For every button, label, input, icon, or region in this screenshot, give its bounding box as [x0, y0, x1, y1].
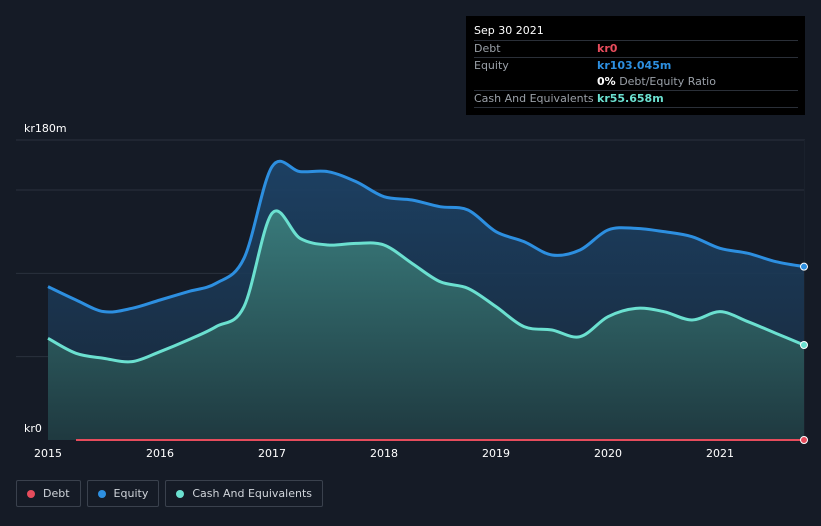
debt-dot-icon	[27, 489, 35, 498]
future-region	[804, 140, 805, 440]
legend-label-debt: Debt	[43, 487, 70, 500]
y-axis-bottom-label: kr0	[24, 422, 42, 435]
tooltip-debt-row: Debt kr0	[474, 40, 798, 57]
data-tooltip: Sep 30 2021 Debt kr0 Equity kr103.045m 0…	[466, 16, 805, 115]
equity-end-point	[800, 262, 808, 271]
x-tick-2020: 2020	[594, 447, 622, 460]
legend-item-equity[interactable]: Equity	[86, 480, 160, 507]
equity-dot-icon	[97, 489, 106, 498]
tooltip-cash-value: kr55.658m	[597, 92, 664, 105]
series-layer	[47, 159, 808, 444]
cash-and-equivalents-line	[47, 209, 805, 364]
tooltip-ratio-value: 0%	[597, 75, 616, 88]
x-tick-2021: 2021	[706, 447, 734, 460]
y-axis-top-label: kr180m	[24, 122, 67, 135]
legend-label-cash: Cash And Equivalents	[192, 487, 312, 500]
x-tick-2017: 2017	[258, 447, 286, 460]
tooltip-ratio-label: Debt/Equity Ratio	[619, 75, 716, 88]
tooltip-debt-label: Debt	[474, 42, 501, 55]
tooltip-cash-label: Cash And Equivalents	[474, 92, 594, 105]
x-tick-2016: 2016	[146, 447, 174, 460]
tooltip-equity-row: Equity kr103.045m	[474, 57, 798, 74]
equity-line	[47, 159, 805, 314]
tooltip-equity-label: Equity	[474, 59, 509, 72]
legend-item-cash[interactable]: Cash And Equivalents	[165, 480, 323, 507]
x-axis: 2015 2016 2017 2018 2019 2020 2021	[34, 447, 734, 460]
tooltip-debt-value: kr0	[597, 42, 618, 55]
chart-legend: Debt Equity Cash And Equivalents	[16, 480, 323, 507]
tooltip-date: Sep 30 2021	[474, 24, 544, 37]
cash-dot-icon	[176, 489, 185, 498]
cash-and-equivalents-area	[48, 210, 804, 440]
debt-end-point	[800, 436, 808, 444]
legend-item-debt[interactable]: Debt	[16, 480, 81, 507]
tooltip-equity-value: kr103.045m	[597, 59, 672, 72]
cash-and-equivalents-end-point	[800, 341, 808, 349]
x-tick-2019: 2019	[482, 447, 510, 460]
tooltip-ratio-row: 0% Debt/Equity Ratio	[474, 74, 798, 90]
x-tick-2018: 2018	[370, 447, 398, 460]
x-tick-2015: 2015	[34, 447, 62, 460]
tooltip-cash-row: Cash And Equivalents kr55.658m	[474, 90, 798, 108]
legend-label-equity: Equity	[113, 487, 149, 500]
